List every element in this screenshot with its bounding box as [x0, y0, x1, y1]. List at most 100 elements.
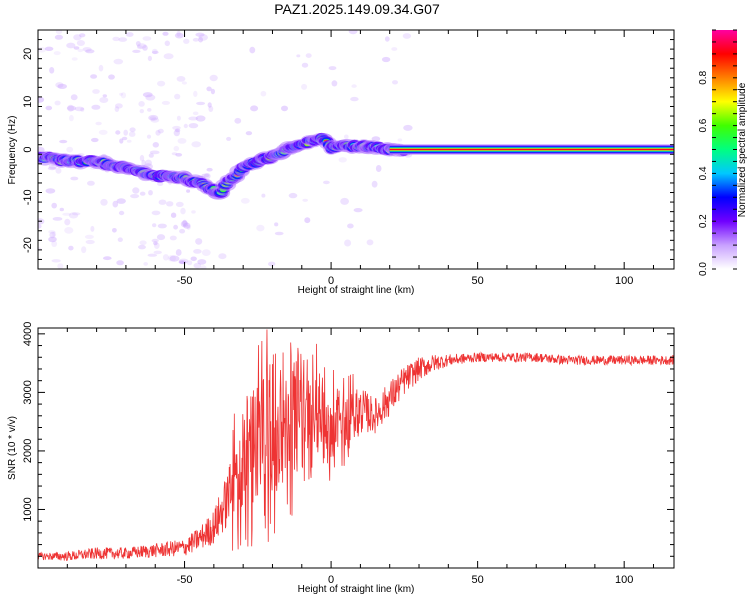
spectrogram-speckle: [49, 67, 55, 74]
colorbar-label: Normalized spectral amplitude: [737, 82, 748, 217]
spectrogram-speckle: [52, 217, 63, 221]
spectrogram-speckle: [135, 41, 141, 47]
spectrogram-speckle: [331, 80, 338, 87]
spectrogram-speckle: [193, 249, 202, 254]
spectrogram-speckle: [210, 88, 215, 95]
spectrogram-speckle: [74, 106, 85, 112]
spectrogram-speckle: [69, 114, 74, 122]
spectrogram-speckle: [116, 198, 126, 204]
spectrogram-speckle: [147, 253, 158, 257]
spectrogram-speckle: [119, 92, 124, 96]
spectrogram-y-label: Frequency (Hz): [7, 116, 18, 185]
spectrogram-speckle: [85, 239, 95, 245]
spectrogram-speckle: [51, 202, 57, 209]
spectrogram-speckle: [151, 50, 159, 55]
spectrogram-speckle: [204, 173, 211, 180]
spectrogram-speckle: [174, 93, 181, 100]
spectrogram-speckle: [138, 244, 146, 250]
spectrogram-stable-band: [389, 148, 674, 151]
spectrogram-x-ticks: -50 0 50 100: [37, 30, 654, 287]
spectrogram-speckle: [68, 212, 79, 219]
spectrogram-speckle: [250, 105, 259, 112]
spectrogram-speckle: [92, 89, 100, 94]
spectrogram-speckle: [403, 124, 413, 131]
spectrogram-x-tick-label: -50: [177, 275, 193, 287]
spectrogram-x-tick-label: 0: [328, 275, 334, 287]
spectrogram-speckle: [157, 128, 164, 134]
spectrogram-speckle: [147, 108, 152, 112]
spectrogram-speckle: [149, 150, 160, 155]
spectrogram-speckle: [99, 97, 109, 103]
spectrogram-speckle: [129, 127, 136, 133]
spectrogram-speckle: [100, 198, 108, 206]
spectrogram-speckle: [139, 240, 147, 245]
spectrogram-speckle: [344, 134, 349, 140]
spectrogram-speckle: [296, 54, 301, 58]
figure-title: PAZ1.2025.149.09.34.G07: [274, 1, 440, 17]
spectrogram-speckle: [76, 40, 85, 46]
spectrogram-speckle: [51, 240, 58, 247]
spectrogram-speckle: [55, 167, 62, 174]
spectrogram-speckle: [67, 104, 74, 112]
colorbar-tick-label: 0.4: [698, 166, 709, 180]
spectrogram-speckle: [256, 224, 265, 232]
spectrogram-speckle: [176, 115, 181, 121]
spectrogram-speckle: [73, 34, 82, 41]
spectrogram-speckle: [166, 201, 174, 207]
spectrogram-speckle: [154, 242, 160, 250]
spectrogram-speckle: [260, 90, 267, 97]
spectrogram-speckle: [108, 74, 115, 80]
spectrogram-speckle: [147, 55, 152, 62]
spectrogram-speckle: [112, 36, 120, 42]
spectrogram-speckle: [57, 83, 67, 89]
spectrogram-speckle: [183, 222, 191, 229]
spectrogram-speckle: [186, 260, 193, 266]
spectrogram-speckle: [323, 180, 330, 185]
spectrogram-speckle: [218, 253, 227, 260]
spectrogram-speckle: [397, 138, 403, 142]
spectrogram-speckle: [38, 96, 45, 103]
spectrogram-speckle: [70, 94, 78, 101]
spectrogram-speckle: [183, 38, 190, 44]
spectrogram-speckle: [261, 193, 266, 198]
spectrogram-speckle: [198, 34, 208, 41]
spectrogram-speckle: [152, 223, 157, 228]
spectrogram-speckle: [82, 47, 92, 52]
spectrogram-speckle: [371, 136, 381, 142]
spectrogram-speckle: [375, 165, 382, 172]
spectrogram-speckle: [151, 48, 158, 55]
spectrogram-speckle: [245, 131, 253, 136]
spectrogram-speckle: [113, 58, 124, 65]
spectrogram-speckle: [183, 123, 188, 129]
spectrogram-speckle: [169, 235, 177, 241]
spectrogram-speckle: [167, 254, 176, 262]
spectrogram-speckle: [81, 246, 87, 254]
spectrogram-y-tick-label: 0: [22, 146, 34, 152]
spectrogram-speckle: [52, 231, 57, 237]
snr-y-tick-label: 3000: [22, 380, 34, 404]
colorbar-tick-label: 0.0: [698, 262, 709, 276]
spectrogram-speckle: [85, 49, 95, 54]
spectrogram-speckle: [117, 237, 123, 242]
spectrogram-speckle: [180, 207, 186, 215]
spectrogram-speckle: [207, 102, 212, 108]
spectrogram-speckle: [148, 153, 154, 158]
spectrogram-speckle: [206, 167, 213, 172]
spectrogram-speckle: [176, 30, 181, 37]
spectrogram-speckle: [84, 234, 94, 239]
spectrogram-speckle: [186, 224, 191, 230]
spectrogram-speckle: [234, 117, 242, 124]
spectrogram-speckle: [119, 138, 124, 144]
spectrogram-y-tick-label: -10: [22, 189, 34, 205]
spectrogram-speckle: [64, 227, 74, 234]
spectrogram-speckle: [121, 136, 128, 141]
spectrogram-speckle: [148, 114, 159, 121]
spectrogram-speckle: [62, 212, 72, 216]
spectrogram-speckle: [175, 153, 183, 157]
spectrogram-speckle: [138, 101, 145, 107]
spectrogram-speckle: [98, 64, 104, 72]
spectrogram-speckle: [51, 259, 61, 263]
spectrogram-speckle: [155, 129, 161, 136]
spectrogram-speckle: [175, 201, 184, 207]
spectrogram-speckle: [281, 105, 288, 112]
